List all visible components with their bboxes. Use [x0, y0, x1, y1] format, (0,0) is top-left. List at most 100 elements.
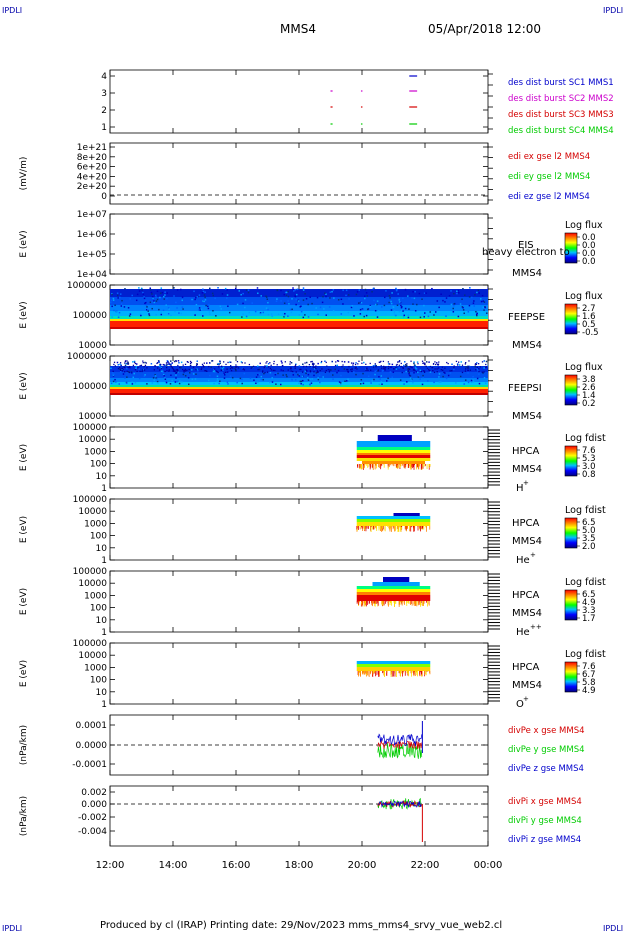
spectrogram-speck [372, 365, 375, 367]
panel-frame [109, 213, 489, 275]
spectrogram-speck [274, 373, 277, 376]
spectrogram-speck [375, 365, 377, 368]
spectrogram-speck [282, 374, 284, 376]
spectrogram-speck [330, 369, 332, 371]
species-label: He [516, 627, 530, 638]
spectrogram-speck [311, 302, 313, 305]
spectrogram-speck [204, 299, 207, 301]
spectrogram-speck [407, 368, 410, 371]
spectrogram-speck [236, 360, 239, 363]
spectrogram-speck [275, 300, 278, 302]
spectrogram-speck [266, 365, 268, 367]
colorbar [564, 303, 578, 335]
spectrogram-speck [329, 291, 332, 293]
spectrogram-speck [160, 368, 163, 370]
spectrogram-speck [197, 369, 199, 372]
spectrogram-speck [263, 372, 265, 375]
spectrogram-speck [119, 293, 122, 295]
spectrogram-speck [289, 368, 292, 370]
spectrogram-speck [158, 365, 161, 367]
spectrogram-speck [336, 371, 338, 374]
spectrogram-band [110, 327, 488, 329]
y-tick-label: 1e+21 [77, 143, 107, 153]
spectrogram-speck [289, 308, 292, 311]
spectrogram-speck [414, 290, 416, 293]
spectrogram-speck [192, 366, 195, 368]
y-axis-label: E (eV) [19, 372, 29, 399]
spectrogram-speck [186, 360, 189, 363]
spectrogram-speck [314, 366, 316, 369]
spectrogram-speck [266, 298, 269, 301]
spectrogram-speck [468, 296, 471, 298]
spectrogram-speck [487, 365, 488, 367]
spectrogram-speck [153, 300, 155, 302]
spectrogram-speck [212, 370, 215, 373]
spectrogram-speck [354, 363, 357, 366]
spectrogram-speck [261, 371, 264, 373]
spectrogram-speck [421, 298, 423, 300]
spectrogram-speck [120, 303, 123, 305]
spectrogram-speck [113, 363, 115, 366]
spectrogram-speck [317, 371, 319, 373]
spectrogram-speck [300, 368, 302, 371]
spectrogram-speck [319, 369, 321, 372]
spectrogram-speck [341, 360, 343, 363]
spectrogram-speck [459, 303, 462, 305]
spectrogram-speck [257, 368, 259, 371]
spectrogram-speck [119, 363, 121, 366]
y-tick-label: 1000 [84, 591, 107, 601]
spectrogram-speck [374, 370, 377, 372]
spectrogram-speck [234, 287, 237, 290]
spectrogram-speck [384, 296, 386, 299]
spectrogram-speck [325, 314, 328, 316]
spectrogram-speck [479, 366, 481, 368]
spectrogram-speck [223, 372, 225, 374]
panel-burst [109, 69, 493, 134]
spectrogram-speck [483, 309, 485, 311]
spectrogram-speck [414, 369, 416, 372]
spectrogram-speck [169, 364, 171, 366]
spectrogram-speck [412, 303, 414, 305]
y-tick-label: 10 [96, 472, 108, 482]
spectrogram-speck [316, 371, 319, 373]
spectrogram-speck [206, 362, 208, 364]
spectrogram-speck [384, 368, 386, 370]
corner-label-bottom-left: IPDLI [2, 924, 23, 933]
spectrogram-speck [212, 309, 214, 312]
spectrogram-speck [143, 297, 146, 300]
spectrogram-speck [223, 377, 226, 379]
spectrogram-speck [152, 377, 155, 379]
spectrogram-speck [307, 303, 309, 306]
spectrogram-speck [313, 374, 315, 377]
spectrogram-speck [304, 362, 306, 364]
stacked-plot: 4 3 2 1 des dist burst SC1 MMS1 des dist burs… [19, 69, 614, 871]
spectrogram-speck [372, 287, 375, 290]
spectrogram-speck [126, 376, 128, 378]
spectrogram-speck [477, 363, 480, 365]
spectrogram-speck [123, 366, 125, 368]
spectrogram-speck [291, 298, 293, 300]
spectrogram-speck [315, 365, 317, 367]
y-tick-label: 10000 [78, 651, 107, 661]
spectrogram-speck [383, 366, 385, 369]
spectrogram-speck [422, 376, 424, 379]
spectrogram-speck [309, 366, 311, 368]
spectrogram-speck [305, 298, 308, 300]
spectrogram-band [372, 582, 420, 586]
spectrogram-speck [337, 369, 340, 372]
spectrogram-speck [175, 369, 177, 371]
spectrogram-speck [312, 364, 314, 366]
spectrogram-speck [289, 361, 291, 363]
spectrogram-speck [362, 372, 364, 375]
spectrogram-speck [302, 379, 304, 382]
spectrogram-speck [462, 306, 464, 309]
spectrogram-speck [217, 379, 219, 382]
spectrogram-speck [142, 360, 144, 362]
spectrogram-speck [450, 290, 452, 292]
spectrogram-speck [321, 360, 323, 363]
y-tick-label: 4e+20 [77, 172, 108, 182]
spectrogram-speck [138, 368, 140, 370]
panel-hpca_h [109, 426, 580, 489]
spectrogram-speck [480, 298, 482, 300]
spectrogram-speck [130, 372, 133, 374]
